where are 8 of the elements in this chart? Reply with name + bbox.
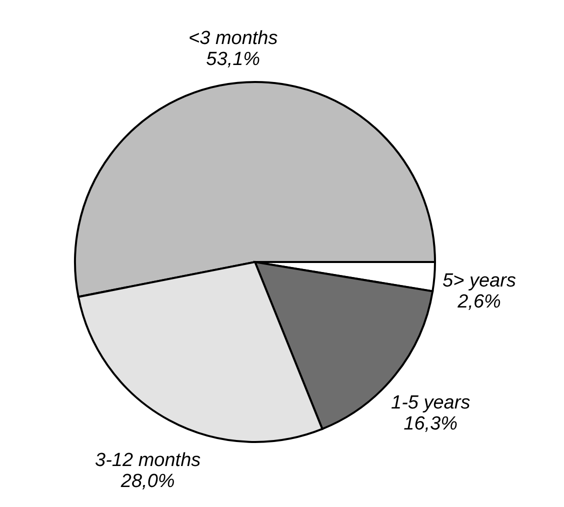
data-label: 16,3%: [404, 414, 458, 435]
data-label: 28,0%: [120, 470, 175, 492]
data-label: 2,6%: [456, 291, 502, 312]
slice-label: 3-12 months: [95, 450, 202, 471]
slice-label: 1-5 years: [390, 392, 471, 414]
slice-label: 5> years: [442, 270, 516, 292]
data-label: 53,1%: [206, 49, 260, 70]
slice-label: <3 months: [188, 28, 278, 50]
